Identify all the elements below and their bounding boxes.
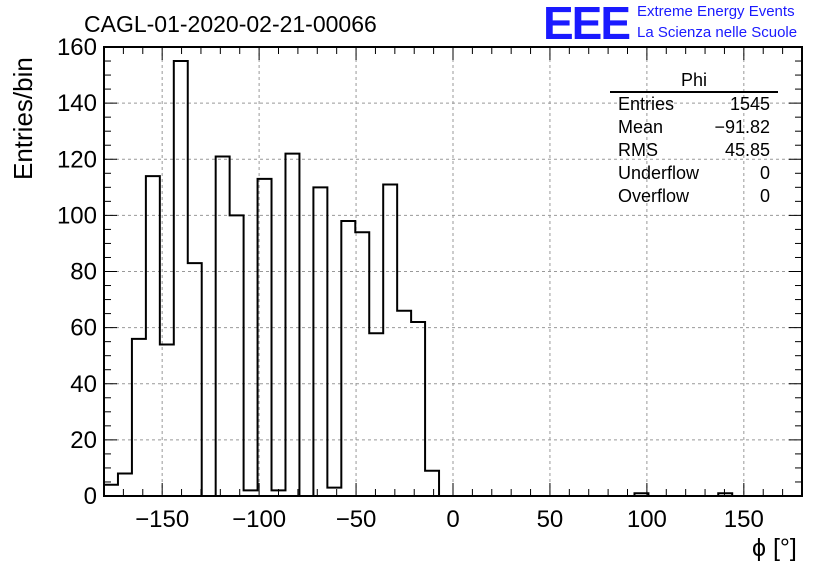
histogram-bin [258,179,272,496]
grid-lines [104,47,802,496]
stats-row: Overflow 0 [610,185,778,208]
x-tick-label: 50 [537,506,564,533]
histogram-bin [188,263,202,496]
x-tick-label: −100 [232,506,286,533]
y-tick-label: 120 [57,146,97,173]
histogram-bin [341,221,355,496]
stats-value: −91.82 [714,117,770,137]
y-tick-label: 20 [70,427,97,454]
histogram-bin [313,187,327,496]
histogram-bin [174,61,188,496]
tick-labels: −150 −100 −50 0 50 100 150 0 20 40 60 80 100 120 140 16… [57,34,764,533]
x-tick-label: −50 [336,506,377,533]
y-tick-label: 0 [84,483,97,510]
histogram-bin [285,154,299,496]
y-tick-label: 40 [70,371,97,398]
stats-label: Mean [618,117,664,137]
stats-histogram-name: Phi [610,70,778,93]
stats-box: Phi Entries 1545 Mean −91.82 RMS 45.85 U… [610,70,778,208]
histogram-bin [383,185,397,496]
histogram-bin [425,471,439,496]
stats-value: 1545 [729,94,770,114]
stats-label: Overflow [618,186,690,206]
y-tick-label: 160 [57,34,97,61]
x-tick-label: 0 [446,506,459,533]
axis-ticks [103,46,803,497]
stats-value: 45.85 [724,140,770,160]
stats-row: RMS 45.85 [610,139,778,162]
histogram-bin [230,215,244,496]
stats-label: Underflow [618,163,700,183]
histogram-bin [146,176,160,496]
stats-value: 0 [759,163,770,183]
stats-row: Entries 1545 [610,93,778,116]
histogram-bin [104,485,118,496]
histogram-bin [132,339,146,496]
eee-logo: EEE [543,0,631,49]
y-tick-label: 60 [70,315,97,342]
x-tick-label: −150 [135,506,189,533]
y-tick-label: 80 [70,259,97,286]
y-axis-label: Entries/bin [8,57,38,180]
histogram-bin [327,488,341,496]
x-tick-label: 100 [627,506,667,533]
y-tick-label: 100 [57,202,97,229]
histogram-bin [397,311,411,496]
stats-row: Underflow 0 [610,162,778,185]
stats-value: 0 [759,186,770,206]
logo-line-2: La Scienza nelle Scuole [637,24,798,41]
stats-row: Mean −91.82 [610,116,778,139]
y-tick-label: 140 [57,90,97,117]
x-tick-label: 150 [724,506,764,533]
histogram-bin [216,156,230,496]
histogram-bin [369,333,383,496]
logo-line-1: Extreme Energy Events [637,3,795,20]
histogram-bin [411,322,425,496]
x-axis-label: ϕ [°] [752,534,797,562]
chart-title: CAGL-01-2020-02-21-00066 [84,11,377,37]
stats-label: RMS [618,140,658,160]
histogram-bin [118,474,132,496]
stats-label: Entries [618,94,675,114]
